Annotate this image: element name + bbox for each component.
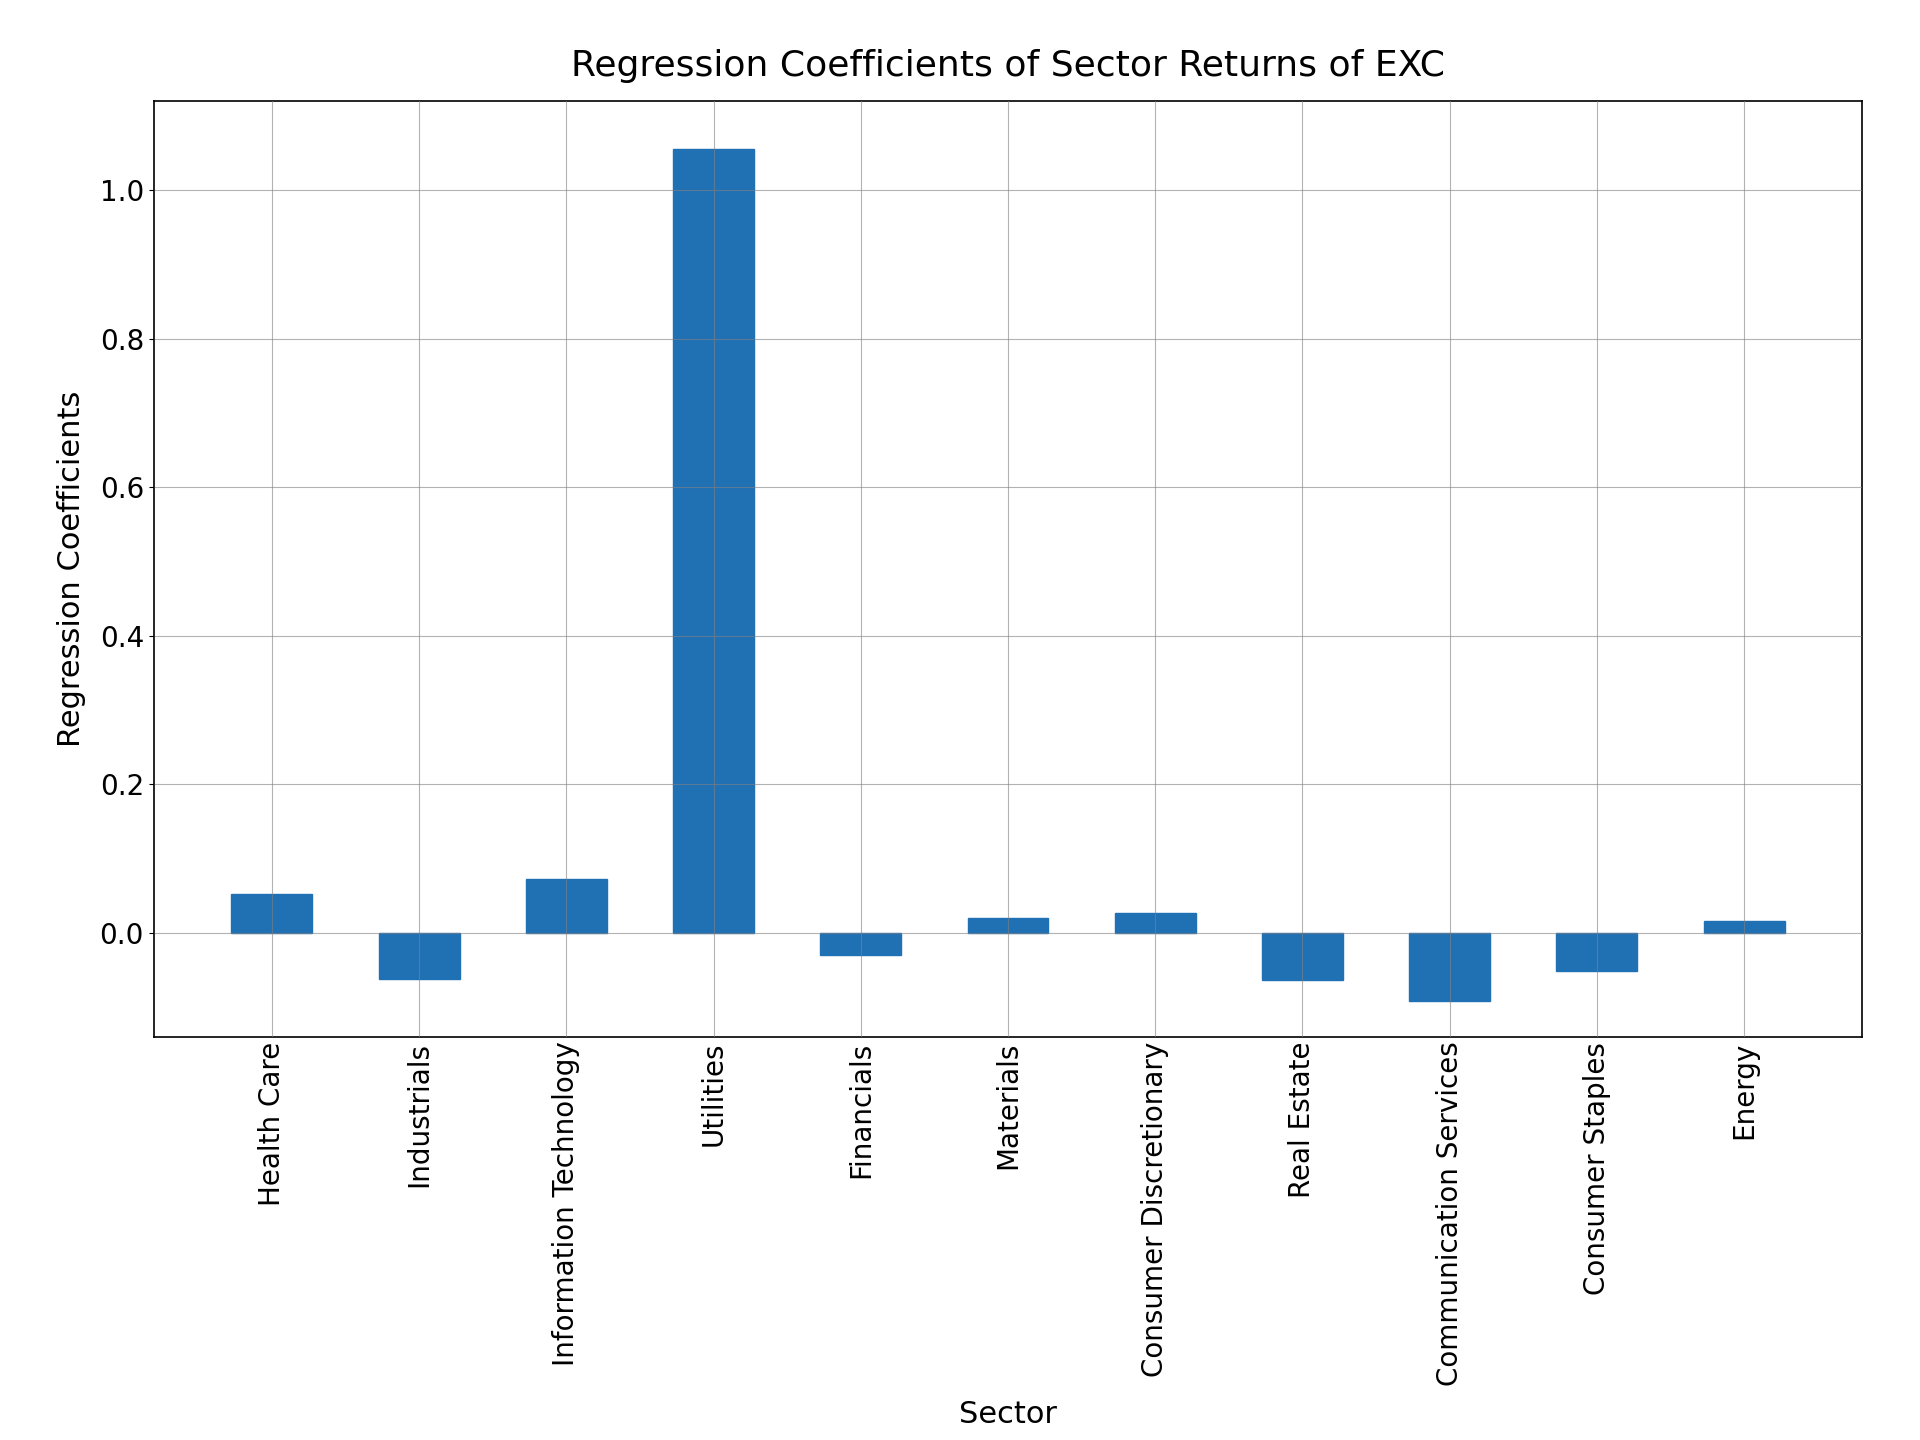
Bar [1557,933,1638,972]
Bar [1116,913,1196,933]
Bar [1703,922,1786,933]
Y-axis label: Regression Coefficients: Regression Coefficients [56,390,86,747]
Bar [1261,933,1342,979]
X-axis label: Sector: Sector [958,1400,1058,1430]
Bar [378,933,459,979]
Bar [526,880,607,933]
Bar [674,150,755,933]
Bar [820,933,900,955]
Title: Regression Coefficients of Sector Returns of EXC: Regression Coefficients of Sector Return… [570,49,1446,82]
Bar [968,917,1048,933]
Bar [230,894,313,933]
Bar [1409,933,1490,1001]
